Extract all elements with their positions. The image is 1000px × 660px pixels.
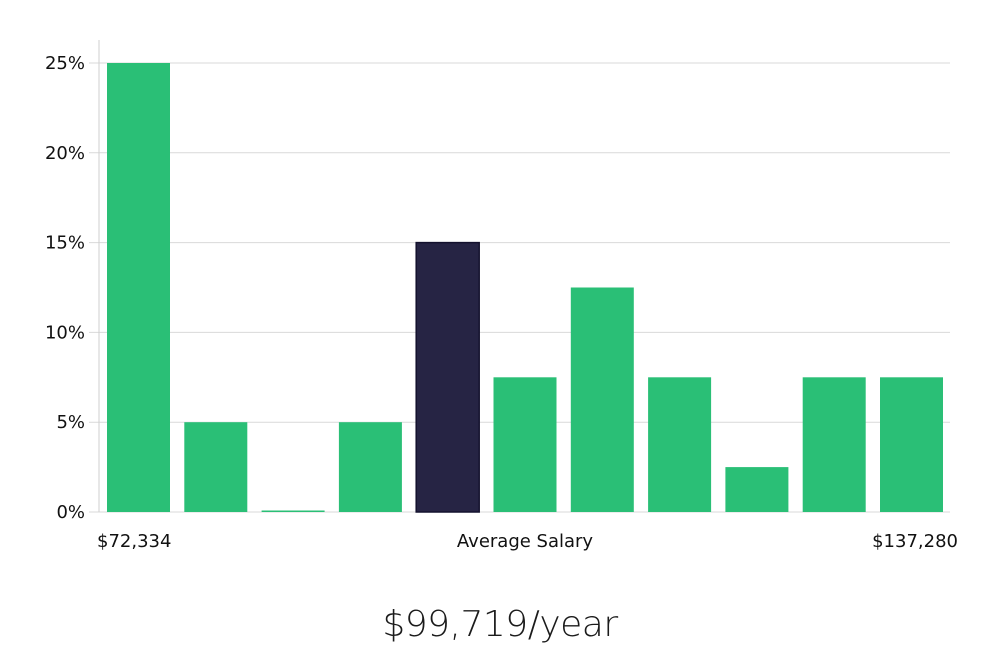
bar — [493, 377, 557, 512]
y-tick-label: 25% — [45, 53, 85, 74]
bar — [648, 377, 712, 512]
bar — [261, 510, 325, 512]
y-tick-label: 20% — [45, 143, 85, 164]
average-salary-value: $99,719/year — [382, 604, 618, 645]
bars — [107, 63, 943, 513]
y-tick-label: 10% — [45, 322, 85, 343]
bar — [184, 422, 248, 512]
y-axis-ticks: 0% 5% 10% 15% 20% 25% — [45, 53, 85, 523]
x-max-label: $137,280 — [872, 531, 958, 552]
y-tick-label: 0% — [56, 502, 85, 523]
bar — [338, 422, 402, 512]
bar-average-salary — [415, 241, 480, 513]
bar — [570, 287, 634, 512]
bar — [725, 467, 789, 512]
x-min-label: $72,334 — [97, 531, 171, 552]
y-tick-label: 5% — [56, 412, 85, 433]
bar — [802, 377, 866, 512]
bar — [107, 63, 170, 512]
y-tick-label: 15% — [45, 233, 85, 254]
bar — [880, 377, 943, 512]
x-center-label: Average Salary — [457, 531, 594, 552]
